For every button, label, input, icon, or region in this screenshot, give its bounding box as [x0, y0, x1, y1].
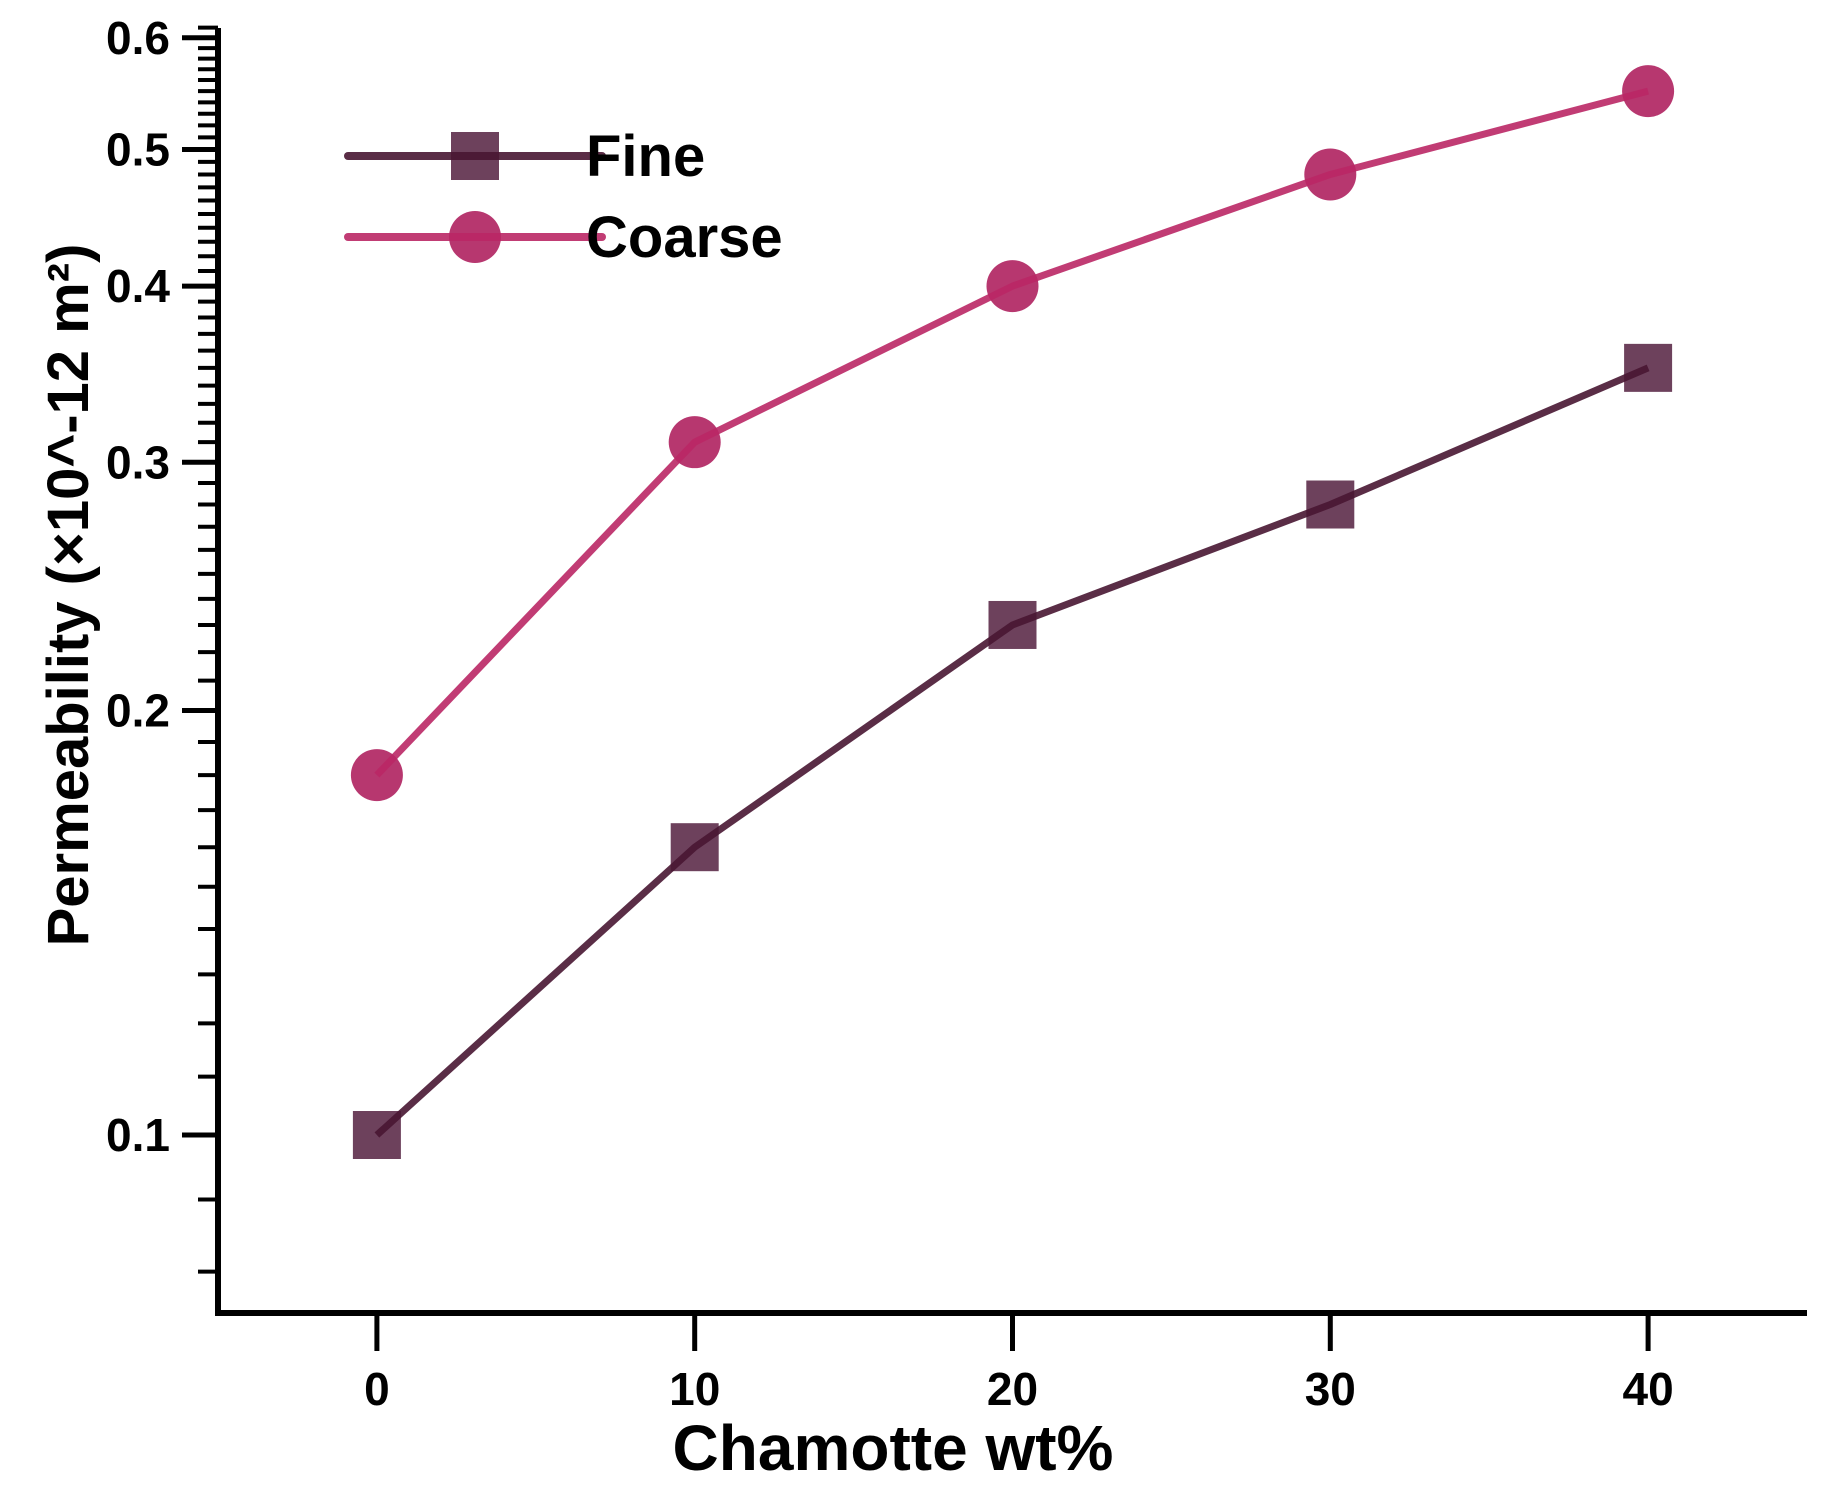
data-series: [350, 65, 1675, 1159]
series-line-fine: [374, 364, 1650, 1138]
y-tick-label: 0.4: [106, 260, 170, 312]
x-tick-label: 10: [669, 1363, 720, 1415]
y-axis-label: Permeability (×10^-12 m²): [36, 244, 101, 947]
x-tick-label: 0: [364, 1363, 390, 1415]
x-axis-label: Chamotte wt%: [673, 1412, 1114, 1484]
legend: Fine Coarse: [344, 124, 783, 270]
series-fine: [352, 343, 1673, 1159]
x-tick-label: 40: [1623, 1363, 1674, 1415]
y-tick-label: 0.1: [106, 1109, 170, 1161]
x-tick-label: 30: [1305, 1363, 1356, 1415]
x-tick-label: 20: [987, 1363, 1038, 1415]
y-tick-label: 0.2: [106, 685, 170, 737]
series-line-coarse: [374, 87, 1649, 778]
legend-entry-fine: Fine: [344, 124, 705, 189]
legend-label-fine: Fine: [586, 124, 705, 189]
legend-entry-coarse: Coarse: [344, 205, 783, 270]
y-tick-label: 0.6: [106, 12, 170, 64]
y-tick-label: 0.5: [106, 123, 170, 175]
series-coarse: [350, 65, 1675, 802]
legend-label-coarse: Coarse: [586, 205, 783, 270]
y-tick-label: 0.3: [106, 436, 170, 488]
axes: 0.1 0.2 0.3 0.4 0.5 0.6 0 10 20 30 40: [106, 12, 1807, 1415]
